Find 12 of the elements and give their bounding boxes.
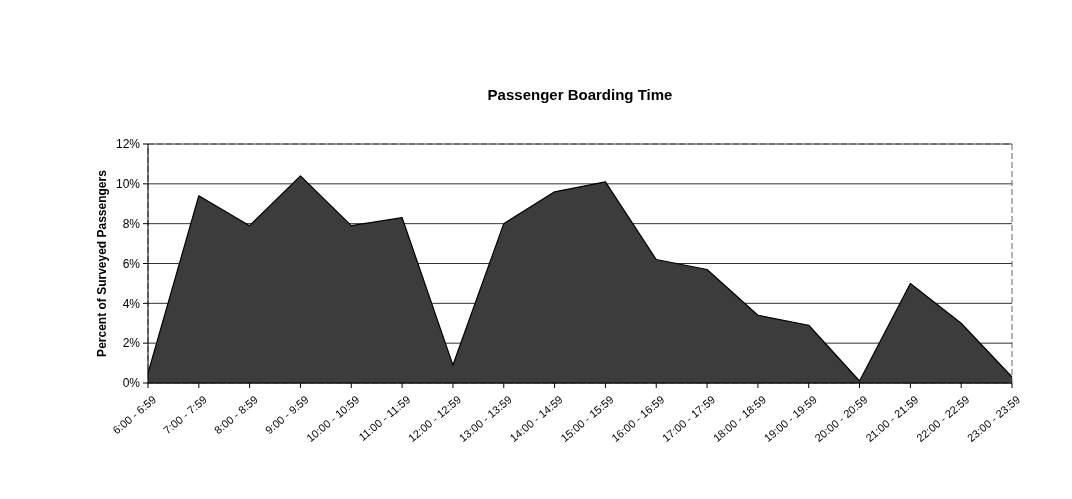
y-tick-label: 8% [122, 216, 141, 231]
x-tick-label: 7:00 - 7:59 [161, 393, 210, 437]
y-tick-label: 12% [115, 137, 141, 152]
y-tick-label: 4% [122, 296, 141, 311]
x-tick-label: 6:00 - 6:59 [110, 393, 159, 437]
x-tick-label: 8:00 - 8:59 [211, 393, 260, 437]
y-tick-label: 2% [122, 336, 141, 351]
y-tick-label: 0% [122, 376, 141, 391]
y-tick-label: 6% [122, 256, 141, 271]
chart-title: Passenger Boarding Time [487, 86, 673, 103]
y-axis-title: Percent of Surveyed Passengers [95, 169, 109, 357]
y-tick-label: 10% [115, 177, 141, 192]
